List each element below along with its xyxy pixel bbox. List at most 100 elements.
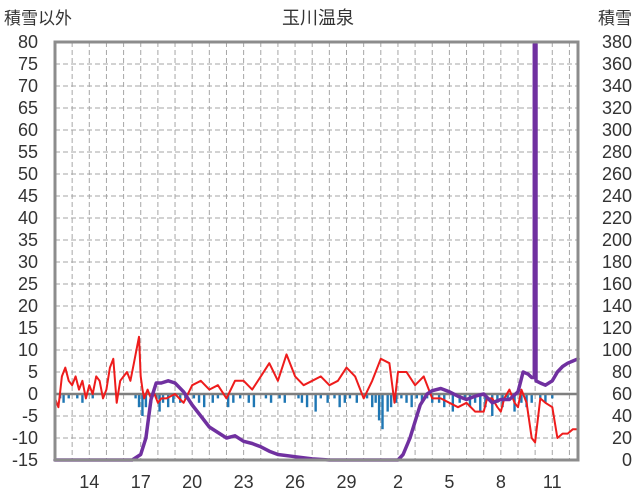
precipitation-bar — [365, 394, 369, 399]
precipitation-bar — [269, 394, 273, 403]
right-tick-label: 40 — [612, 406, 632, 426]
temperature-line — [54, 335, 579, 444]
precipitation-bar — [252, 394, 256, 408]
precipitation-bar — [91, 394, 94, 399]
precipitation-bar — [343, 394, 346, 403]
precipitation-bar — [377, 394, 381, 421]
precipitation-bar — [530, 394, 533, 403]
left-tick-label: 10 — [18, 340, 38, 360]
right-tick-label: 180 — [602, 252, 632, 272]
precipitation-bar — [326, 394, 329, 403]
precipitation-bar — [137, 394, 141, 408]
right-tick-label: 320 — [602, 98, 632, 118]
left-tick-label: 75 — [18, 54, 38, 74]
precipitation-bar — [479, 394, 482, 412]
precipitation-bar — [76, 394, 79, 399]
precipitation-bar — [216, 394, 220, 399]
left-axis-title: 積雪以外 — [4, 9, 72, 29]
precipitation-bar — [374, 394, 377, 403]
precipitation-bar — [491, 394, 494, 416]
x-tick-label: 17 — [131, 472, 151, 492]
precipitation-bar — [300, 394, 304, 403]
left-tick-label: 30 — [18, 252, 38, 272]
x-tick-label: 23 — [234, 472, 254, 492]
precipitation-bar — [371, 394, 374, 408]
left-tick-label: 55 — [18, 142, 38, 162]
precipitation-bar — [144, 394, 148, 408]
right-tick-label: 300 — [602, 120, 632, 140]
precipitation-bar — [463, 394, 467, 399]
snow-depth-line — [53, 42, 580, 462]
precipitation-bar — [400, 394, 403, 399]
right-tick-label: 260 — [602, 164, 632, 184]
precipitation-bar — [506, 394, 509, 399]
precipitation-bar — [62, 394, 65, 403]
left-tick-label: 50 — [18, 164, 38, 184]
left-tick-label: -10 — [12, 428, 38, 448]
precipitation-bar — [389, 394, 393, 408]
right-axis-title: 積雪 — [598, 9, 632, 29]
right-tick-label: 340 — [602, 76, 632, 96]
precipitation-bar — [202, 394, 206, 408]
x-axis-ticks: 14 17 20 23 26 29 2 5 8 11 — [79, 472, 561, 492]
precipitation-bar — [232, 394, 235, 403]
precipitation-bar — [544, 394, 547, 403]
right-tick-label: 360 — [602, 54, 632, 74]
plot-frame-group — [53, 40, 580, 462]
precipitation-bar — [319, 394, 322, 399]
right-tick-label: 220 — [602, 208, 632, 228]
right-tick-label: 380 — [602, 32, 632, 52]
precipitation-bar — [297, 394, 300, 399]
right-tick-label: 140 — [602, 296, 632, 316]
precipitation-bar — [395, 394, 398, 403]
x-tick-label: 26 — [285, 472, 305, 492]
precipitation-bar — [278, 394, 281, 399]
precipitation-bar — [264, 394, 268, 399]
left-tick-label: 35 — [18, 230, 38, 250]
precipitation-bar — [283, 394, 286, 403]
precipitation-bar — [141, 394, 144, 416]
precipitation-bar — [67, 394, 70, 399]
right-tick-label: 0 — [622, 450, 632, 470]
x-tick-label: 11 — [543, 472, 562, 492]
precipitation-bar — [405, 394, 408, 403]
precipitation-bar — [211, 394, 214, 403]
precipitation-bar — [473, 394, 477, 403]
right-tick-label: 160 — [602, 274, 632, 294]
precipitation-bar — [305, 394, 309, 408]
left-tick-label: -5 — [22, 406, 38, 426]
right-tick-label: 120 — [602, 318, 632, 338]
precipitation-bar — [551, 394, 554, 399]
precipitation-bar — [539, 394, 542, 399]
precipitation-bar — [172, 394, 175, 403]
right-tick-label: 280 — [602, 142, 632, 162]
precipitation-bar — [314, 394, 317, 412]
precipitation-bar — [134, 394, 137, 399]
left-tick-label: 0 — [28, 384, 38, 404]
precipitation-bar — [348, 394, 352, 399]
x-tick-label: 29 — [336, 472, 356, 492]
left-tick-label: 45 — [18, 186, 38, 206]
precipitation-bar — [415, 394, 419, 399]
chart-title: 玉川温泉 — [282, 8, 354, 29]
right-axis-ticks: 3803603403203002802602402202001801601401… — [602, 32, 632, 470]
right-tick-label: 20 — [612, 428, 632, 448]
precipitation-bar — [226, 394, 230, 408]
left-tick-label: 40 — [18, 208, 38, 228]
precipitation-bar — [468, 394, 472, 408]
precipitation-bar — [192, 394, 196, 399]
left-tick-label: 70 — [18, 76, 38, 96]
left-tick-label: 15 — [18, 318, 38, 338]
precipitation-bar — [355, 394, 358, 403]
precipitation-bar — [520, 394, 523, 403]
precipitation-bar — [420, 394, 424, 403]
left-tick-label: 60 — [18, 120, 38, 140]
x-tick-label: 5 — [444, 472, 454, 492]
precipitation-bar — [381, 394, 384, 430]
plot-frame — [53, 40, 580, 462]
precipitation-bar — [333, 394, 336, 399]
precipitation-bar — [451, 394, 455, 412]
x-tick-label: 20 — [182, 472, 202, 492]
precipitation-bar — [386, 394, 389, 412]
